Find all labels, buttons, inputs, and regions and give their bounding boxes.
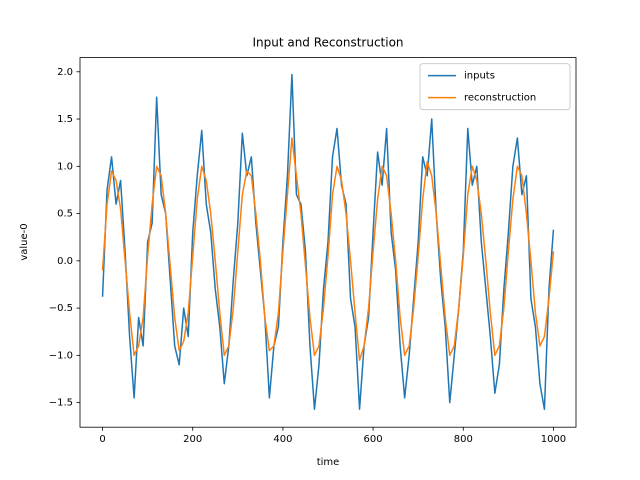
chart-title: Input and Reconstruction — [252, 36, 403, 50]
y-tick-label: −0.5 — [49, 303, 73, 314]
x-tick-label: 0 — [99, 434, 105, 445]
y-tick-label: 1.5 — [57, 114, 73, 125]
series-line — [101, 137, 555, 361]
legend-box — [419, 63, 571, 111]
y-tick-label: 0.5 — [57, 209, 73, 220]
y-axis-label: value-0 — [19, 223, 30, 260]
x-tick-label: 1000 — [541, 434, 566, 445]
series-line — [101, 73, 555, 410]
y-tick-label: −1.5 — [49, 398, 73, 409]
legend-label: reconstruction — [464, 93, 536, 104]
x-tick-label: 200 — [183, 434, 202, 445]
y-tick-label: 2.0 — [57, 67, 73, 78]
y-tick-label: −1.0 — [49, 350, 73, 361]
x-tick-label: 400 — [273, 434, 292, 445]
axes-frame — [79, 57, 577, 428]
x-axis-label: time — [317, 457, 340, 468]
y-tick-label: 0.0 — [57, 256, 73, 267]
y-tick-label: 1.0 — [57, 161, 73, 172]
x-tick-label: 800 — [454, 434, 473, 445]
legend-label: inputs — [464, 71, 495, 82]
x-tick-label: 600 — [364, 434, 383, 445]
